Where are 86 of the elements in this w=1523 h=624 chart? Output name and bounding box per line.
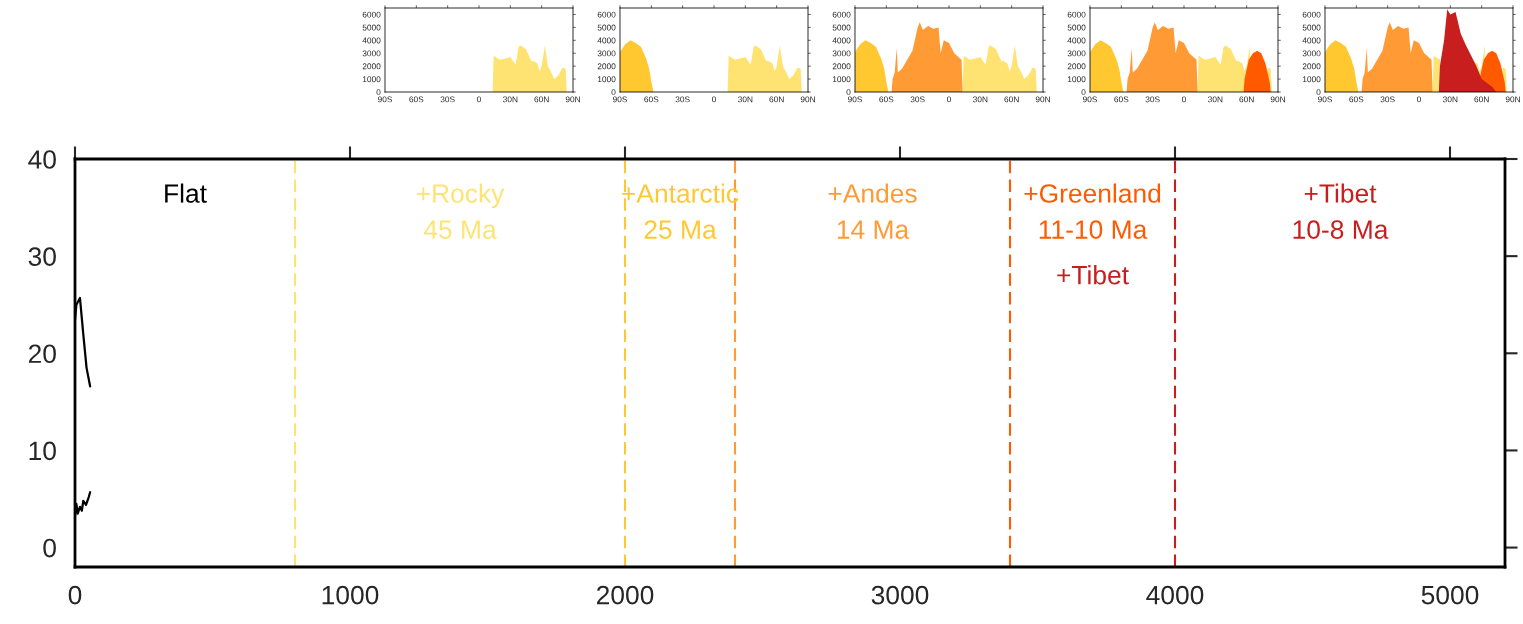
y-tick-label: 0 (611, 89, 616, 96)
y-tick-label: 30 (28, 247, 56, 266)
y-tick-label: 2000 (597, 63, 616, 70)
y-tick-label: 3000 (597, 50, 616, 57)
y-tick-label: 4000 (1302, 37, 1321, 44)
y-tick-label: 0 (376, 89, 381, 96)
x-tick-label: 30S (675, 96, 690, 103)
y-tick-label: 0 (846, 89, 851, 96)
y-tick-label: 0 (1316, 89, 1321, 96)
x-tick-label: 0 (477, 96, 481, 103)
x-tick-label: 30N (1208, 96, 1223, 103)
y-tick-label: 2000 (362, 63, 381, 70)
y-tick-label: 4000 (1067, 37, 1086, 44)
x-tick-label: 60S (879, 96, 894, 103)
x-tick-label: 30N (503, 96, 518, 103)
y-tick-label: 2000 (1067, 63, 1086, 70)
x-tick-label: 90N (1505, 96, 1520, 103)
y-tick-label: 6000 (1067, 11, 1086, 18)
x-tick-label: 30N (973, 96, 988, 103)
x-tick-label: 60N (534, 96, 549, 103)
y-tick-label: 10 (29, 441, 56, 461)
y-tick-label: 3000 (1067, 50, 1086, 57)
x-tick-label: 90N (1035, 96, 1050, 103)
x-tick-label: 4000 (1146, 585, 1204, 605)
x-tick-label: 0 (712, 96, 716, 103)
x-tick-label: 5000 (1421, 585, 1479, 605)
annotation: +Tibet (1057, 265, 1129, 285)
x-tick-label: 30N (1443, 96, 1458, 103)
x-tick-label: 60N (769, 96, 784, 103)
y-tick-label: 1000 (362, 76, 381, 83)
x-tick-label: 90S (1082, 96, 1098, 103)
y-tick-label: 5000 (832, 24, 851, 31)
x-tick-label: 90N (565, 96, 580, 103)
x-tick-label: 60S (644, 96, 659, 103)
x-tick-label: 90S (847, 96, 863, 103)
x-tick-label: 0 (1182, 96, 1186, 103)
x-tick-label: 0 (68, 585, 82, 605)
ref-line-label: +Antarctic 25 Ma (622, 183, 739, 239)
x-tick-label: 60N (1004, 96, 1019, 103)
x-tick-label: 90N (1270, 96, 1285, 103)
y-tick-label: 5000 (1302, 24, 1321, 31)
x-tick-label: 60N (1239, 96, 1254, 103)
y-tick-label: 2000 (832, 63, 851, 70)
y-tick-label: 0 (1081, 89, 1086, 96)
y-tick-label: 4000 (832, 37, 851, 44)
x-tick-label: 30S (1145, 96, 1160, 103)
x-tick-label: 90S (612, 96, 628, 103)
x-tick-label: 90S (1317, 96, 1333, 103)
y-tick-label: 3000 (362, 50, 381, 57)
y-tick-label: 5000 (597, 24, 616, 31)
y-tick-label: 0 (43, 538, 56, 558)
y-tick-label: 1000 (1302, 76, 1321, 83)
y-tick-label: 6000 (1302, 11, 1321, 18)
x-tick-label: 30S (910, 96, 925, 103)
y-tick-label: 4000 (362, 37, 381, 44)
y-tick-label: 1000 (1067, 76, 1086, 83)
x-tick-label: 60S (1349, 96, 1364, 103)
x-tick-label: 30N (738, 96, 753, 103)
y-tick-label: 5000 (362, 24, 381, 31)
y-tick-label: 4000 (597, 37, 616, 44)
y-tick-label: 6000 (362, 11, 381, 18)
y-tick-label: 2000 (1302, 63, 1321, 70)
x-tick-label: 30S (440, 96, 455, 103)
ref-line-label: +Rocky 45 Ma (416, 183, 505, 239)
y-tick-label: 20 (28, 344, 56, 364)
y-tick-label: 1000 (597, 76, 616, 83)
y-tick-label: 1000 (832, 76, 851, 83)
x-tick-label: 0 (947, 96, 951, 103)
x-tick-label: 90S (377, 96, 393, 103)
x-tick-label: 0 (1417, 96, 1421, 103)
x-tick-label: 90N (800, 96, 815, 103)
ref-line-label: +Greenland 11-10 Ma (1024, 183, 1161, 239)
y-tick-label: 40 (28, 150, 56, 169)
x-tick-label: 30S (1380, 96, 1395, 103)
ref-line-label: +Tibet 10-8 Ma (1293, 183, 1389, 239)
x-tick-label: 3000 (871, 585, 929, 605)
x-tick-label: 60N (1474, 96, 1489, 103)
y-tick-label: 5000 (1067, 24, 1086, 31)
x-tick-label: 60S (1114, 96, 1129, 103)
y-tick-label: 6000 (597, 11, 616, 18)
y-tick-label: 3000 (1302, 50, 1321, 57)
y-tick-label: 3000 (832, 50, 851, 57)
x-tick-label: 60S (409, 96, 424, 103)
annotation: Flat (165, 183, 207, 203)
ref-line-label: +Andes 14 Ma (828, 183, 917, 239)
y-tick-label: 6000 (832, 11, 851, 18)
